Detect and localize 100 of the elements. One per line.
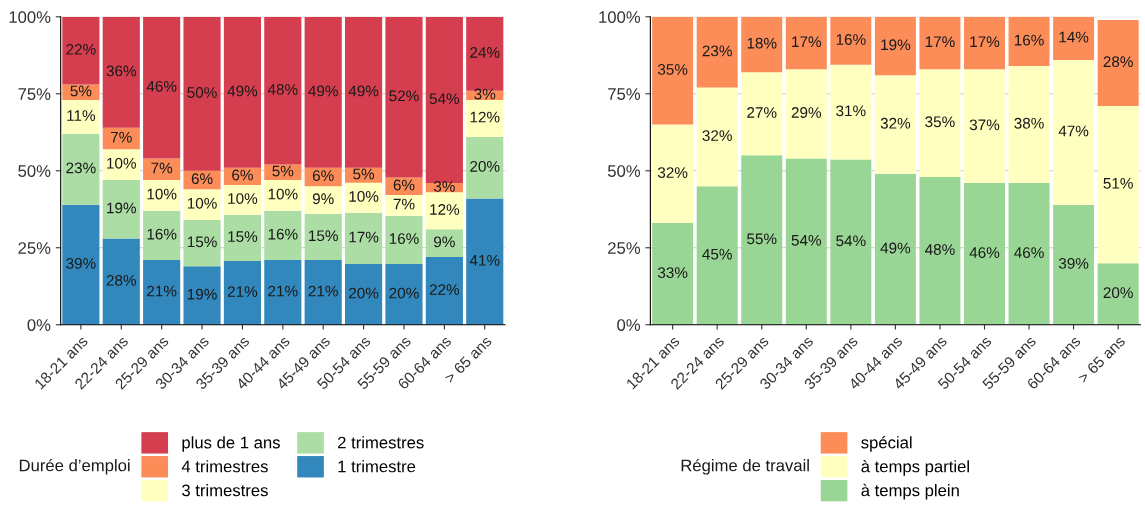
data-label: 20% — [1103, 287, 1133, 299]
bar — [102, 16, 140, 128]
bar — [102, 238, 140, 325]
bar — [183, 16, 221, 171]
data-label: 35% — [657, 63, 688, 75]
data-label: 54% — [791, 234, 822, 246]
data-label: 7% — [151, 162, 173, 174]
bar — [1008, 183, 1050, 325]
bar — [143, 260, 181, 325]
data-label: 18% — [747, 37, 777, 49]
bar — [345, 264, 383, 325]
legend-label: 4 trimestres — [181, 460, 268, 473]
bar — [62, 133, 100, 205]
bar — [304, 213, 342, 261]
data-label: 12% — [430, 204, 460, 215]
y-tick-label: 100% — [9, 11, 51, 23]
bar — [785, 16, 827, 70]
data-label: 47% — [1058, 125, 1089, 137]
bar — [964, 183, 1005, 325]
bar — [183, 220, 221, 267]
data-label: 45% — [702, 248, 732, 260]
data-label: 10% — [228, 193, 258, 204]
bar — [1008, 66, 1050, 184]
bar — [143, 180, 181, 211]
bar — [304, 16, 342, 168]
data-label: 20% — [349, 287, 379, 299]
bar — [1053, 204, 1095, 325]
data-label: 27% — [747, 107, 777, 118]
data-label: 22% — [66, 43, 96, 55]
legend-label: spécial — [861, 436, 912, 452]
data-label: 39% — [66, 257, 96, 269]
data-label: 39% — [1058, 257, 1089, 269]
bar — [183, 189, 221, 221]
data-label: 10% — [187, 197, 217, 209]
legend-label: 1 trimestre — [338, 460, 416, 473]
data-label: 33% — [657, 267, 688, 279]
bar — [425, 229, 463, 257]
data-label: 6% — [393, 179, 415, 191]
data-label: 19% — [107, 202, 137, 214]
data-label: 46% — [146, 80, 177, 92]
data-label: 11% — [67, 110, 96, 121]
bar — [830, 16, 872, 65]
data-label: 9% — [312, 193, 334, 205]
bar — [223, 261, 262, 325]
data-label: 9% — [434, 236, 455, 248]
y-tick-label: 25% — [18, 242, 51, 254]
bar — [696, 16, 738, 88]
bar — [385, 195, 423, 216]
legend-label: 2 trimestres — [338, 436, 424, 449]
data-label: 41% — [469, 254, 500, 266]
data-label: 17% — [349, 231, 379, 243]
bar — [1097, 106, 1139, 264]
bar — [919, 69, 961, 177]
bar — [741, 72, 783, 156]
data-label: 49% — [348, 85, 379, 97]
legend-label: plus de 1 ans — [182, 436, 280, 452]
data-label: 32% — [880, 117, 911, 129]
bar — [385, 264, 423, 325]
data-label: 15% — [228, 231, 258, 242]
bar — [964, 16, 1005, 70]
bar — [102, 127, 140, 150]
data-label: 15% — [187, 236, 217, 248]
bar — [466, 99, 504, 137]
data-label: 10% — [268, 188, 298, 200]
y-tick-label: 0% — [27, 319, 51, 331]
bar — [264, 180, 302, 211]
bar — [143, 16, 181, 159]
data-label: 23% — [66, 162, 96, 174]
bar — [741, 155, 783, 325]
y-tick-label: 75% — [608, 88, 641, 100]
data-label: 35% — [925, 116, 955, 128]
data-label: 55% — [747, 233, 777, 245]
bar — [304, 186, 342, 214]
data-label: 10% — [107, 157, 137, 169]
data-label: 5% — [70, 85, 92, 97]
data-label: 5% — [272, 165, 294, 177]
legend-label: à temps plein — [861, 483, 959, 500]
bar — [304, 260, 342, 325]
bar — [62, 16, 100, 85]
data-label: 48% — [267, 83, 298, 95]
data-label: 54% — [429, 93, 460, 105]
bar — [264, 16, 302, 165]
data-label: 16% — [1014, 34, 1044, 46]
bar — [385, 16, 423, 178]
bar — [223, 16, 262, 168]
bar — [345, 182, 383, 213]
data-label: 49% — [880, 242, 911, 254]
data-label: 6% — [312, 170, 334, 182]
bar — [264, 260, 302, 325]
bar — [62, 204, 100, 325]
data-label: 20% — [389, 287, 419, 299]
data-label: 51% — [1103, 177, 1133, 189]
data-label: 10% — [147, 188, 177, 200]
bar — [919, 16, 961, 70]
data-label: 22% — [429, 284, 460, 295]
data-label: 21% — [227, 286, 258, 297]
bar — [1097, 19, 1139, 107]
data-label: 46% — [969, 247, 1000, 259]
data-label: 48% — [925, 244, 955, 255]
bar — [785, 69, 827, 159]
